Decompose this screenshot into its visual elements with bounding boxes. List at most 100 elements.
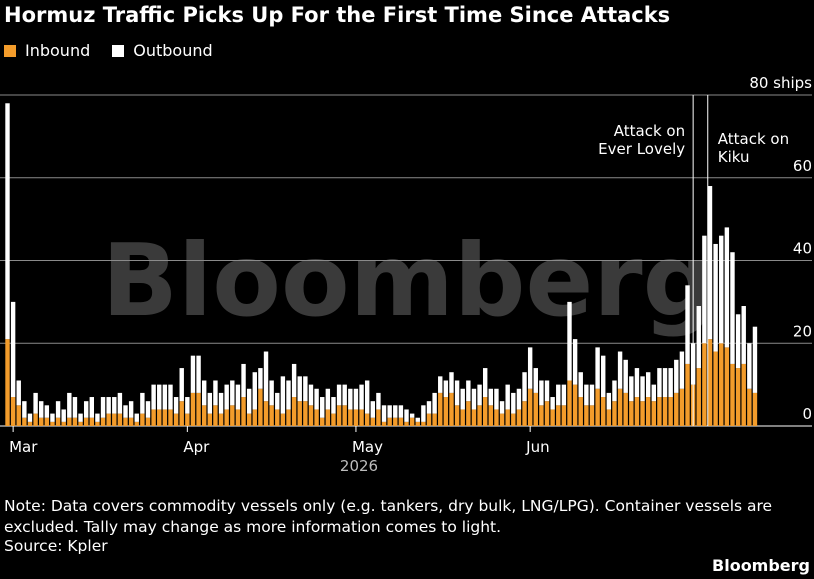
bars <box>5 103 758 426</box>
bar-outbound <box>207 392 213 414</box>
bar-outbound <box>522 372 527 402</box>
bar-inbound <box>488 405 494 426</box>
bar-outbound <box>623 359 628 393</box>
bar-outbound <box>567 301 572 381</box>
bar-outbound <box>179 368 184 402</box>
bar-inbound <box>730 363 735 426</box>
bar-inbound <box>89 417 94 426</box>
bar-outbound <box>601 355 606 398</box>
bar-inbound <box>409 417 415 426</box>
bar-outbound <box>78 413 83 422</box>
bar-inbound <box>522 401 527 426</box>
bar-outbound <box>499 401 505 414</box>
bar-outbound <box>634 368 640 398</box>
bar-inbound <box>477 405 482 426</box>
bar-inbound <box>190 392 196 426</box>
bar-inbound <box>449 392 454 426</box>
annotation-label: Ever Lovely <box>598 140 685 158</box>
bar-inbound <box>145 417 151 426</box>
bar-outbound <box>488 388 494 406</box>
bar-outbound <box>719 235 724 344</box>
bar-outbound <box>44 405 50 418</box>
bar-outbound <box>303 376 308 402</box>
bar-inbound <box>561 405 567 426</box>
bar-inbound <box>140 413 145 426</box>
bar-inbound <box>5 339 10 426</box>
bar-outbound <box>702 235 707 344</box>
y-tick-label: 80 ships <box>749 74 812 92</box>
bar-outbound <box>308 384 314 406</box>
bar-inbound <box>584 405 589 426</box>
bar-outbound <box>370 401 375 418</box>
bar-inbound <box>173 413 179 426</box>
bar-outbound <box>348 388 353 410</box>
bar-inbound <box>443 397 449 426</box>
bar-outbound <box>269 380 274 406</box>
bar-outbound <box>336 384 342 406</box>
bar-outbound <box>668 368 673 398</box>
bar-inbound <box>421 421 426 426</box>
x-axis-year-label: 2026 <box>340 457 378 475</box>
legend-label-outbound: Outbound <box>133 41 213 60</box>
bar-outbound <box>16 380 21 406</box>
bar-inbound <box>10 397 16 426</box>
bar-inbound <box>269 405 274 426</box>
bar-inbound <box>33 413 38 426</box>
bar-inbound <box>550 409 555 426</box>
bar-inbound <box>702 343 707 426</box>
bar-inbound <box>432 413 437 426</box>
bar-outbound <box>280 376 286 414</box>
bar-inbound <box>713 351 718 426</box>
bar-outbound <box>157 384 162 410</box>
bar-outbound <box>443 380 449 398</box>
bar-inbound <box>483 397 488 426</box>
legend-item-outbound: Outbound <box>112 41 213 60</box>
legend-swatch-outbound <box>112 44 125 57</box>
bar-inbound <box>634 397 640 426</box>
bar-outbound <box>162 384 168 410</box>
bar-inbound <box>595 388 600 426</box>
bar-inbound <box>381 421 387 426</box>
bar-inbound <box>196 392 201 426</box>
grid-lines <box>0 94 812 427</box>
bar-inbound <box>331 413 336 426</box>
bar-inbound <box>426 413 432 426</box>
bar-inbound <box>224 409 229 426</box>
bar-outbound <box>432 392 437 414</box>
bar-inbound <box>151 409 156 426</box>
bar-inbound <box>364 413 370 426</box>
bar-inbound <box>752 392 758 426</box>
bar-outbound <box>735 314 741 369</box>
bar-outbound <box>89 397 94 418</box>
bar-outbound <box>33 392 38 414</box>
bar-outbound <box>556 384 561 406</box>
bar-outbound <box>516 388 522 410</box>
bar-inbound <box>83 417 89 426</box>
bar-inbound <box>241 397 246 426</box>
bar-outbound <box>27 413 33 422</box>
bar-inbound <box>213 405 218 426</box>
bar-inbound <box>679 388 685 426</box>
annotation-label: Attack on <box>614 122 685 140</box>
x-tick-label: Apr <box>183 438 210 456</box>
bar-inbound <box>67 417 72 426</box>
bar-outbound <box>291 363 297 398</box>
y-tick-label: 60 <box>793 157 812 175</box>
bar-outbound <box>713 243 718 352</box>
bar-outbound <box>421 405 426 422</box>
bar-inbound <box>668 397 673 426</box>
bar-outbound <box>494 388 499 410</box>
bar-inbound <box>724 347 730 426</box>
bar-outbound <box>381 405 387 422</box>
bar-outbound <box>246 388 252 414</box>
bar-inbound <box>291 397 297 426</box>
bar-inbound <box>123 417 128 426</box>
bar-outbound <box>662 368 668 398</box>
bar-outbound <box>252 372 257 410</box>
bar-outbound <box>550 397 555 410</box>
bar-inbound <box>741 363 746 426</box>
bar-outbound <box>241 363 246 398</box>
bar-outbound <box>128 401 134 418</box>
bar-inbound <box>230 405 235 426</box>
bar-outbound <box>50 413 55 422</box>
